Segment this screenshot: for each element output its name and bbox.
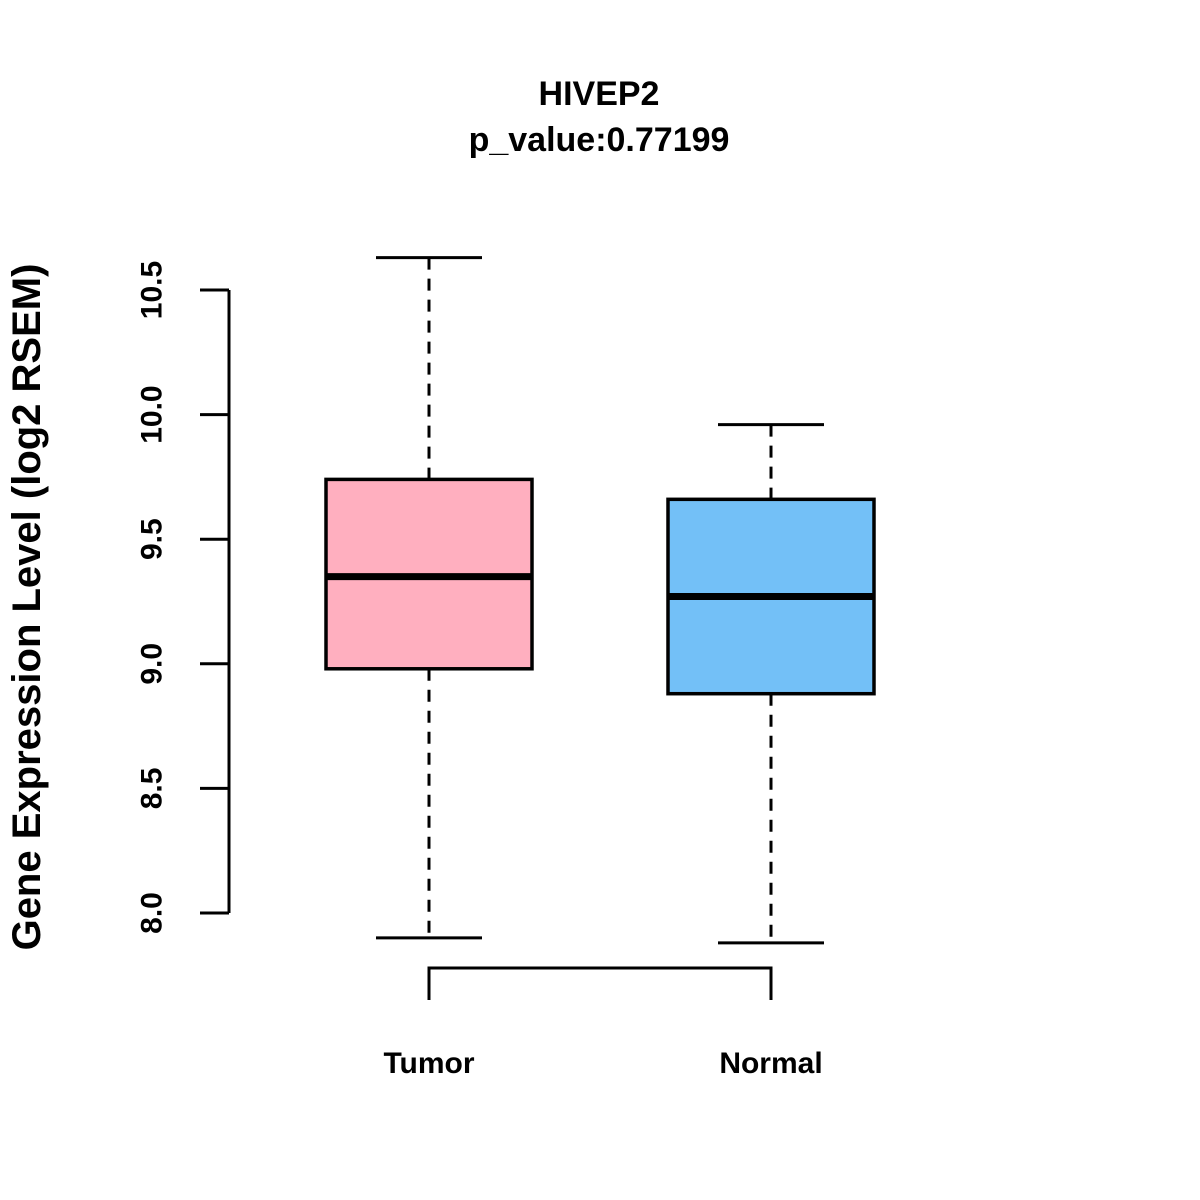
x-category-label: Normal — [719, 1047, 822, 1080]
y-tick-label: 9.5 — [136, 518, 169, 560]
y-axis: 8.0 8.5 9.0 9.5 10.0 10.5 — [136, 261, 231, 934]
y-tick-label: 8.0 — [136, 892, 169, 934]
y-tick-label: 10.5 — [136, 261, 169, 319]
x-category-label: Tumor — [383, 1047, 474, 1080]
boxplots — [324, 256, 876, 945]
chart-subtitle: p_value:0.77199 — [469, 121, 730, 159]
chart-title: HIVEP2 — [539, 75, 660, 113]
x-axis-bracket — [427, 966, 773, 1000]
x-axis: Tumor Normal — [383, 966, 823, 1080]
y-tick-label: 10.0 — [136, 385, 169, 443]
y-axis-label: Gene Expression Level (log2 RSEM) — [5, 264, 49, 951]
y-tick-label: 9.0 — [136, 643, 169, 685]
y-tick-label: 8.5 — [136, 768, 169, 810]
